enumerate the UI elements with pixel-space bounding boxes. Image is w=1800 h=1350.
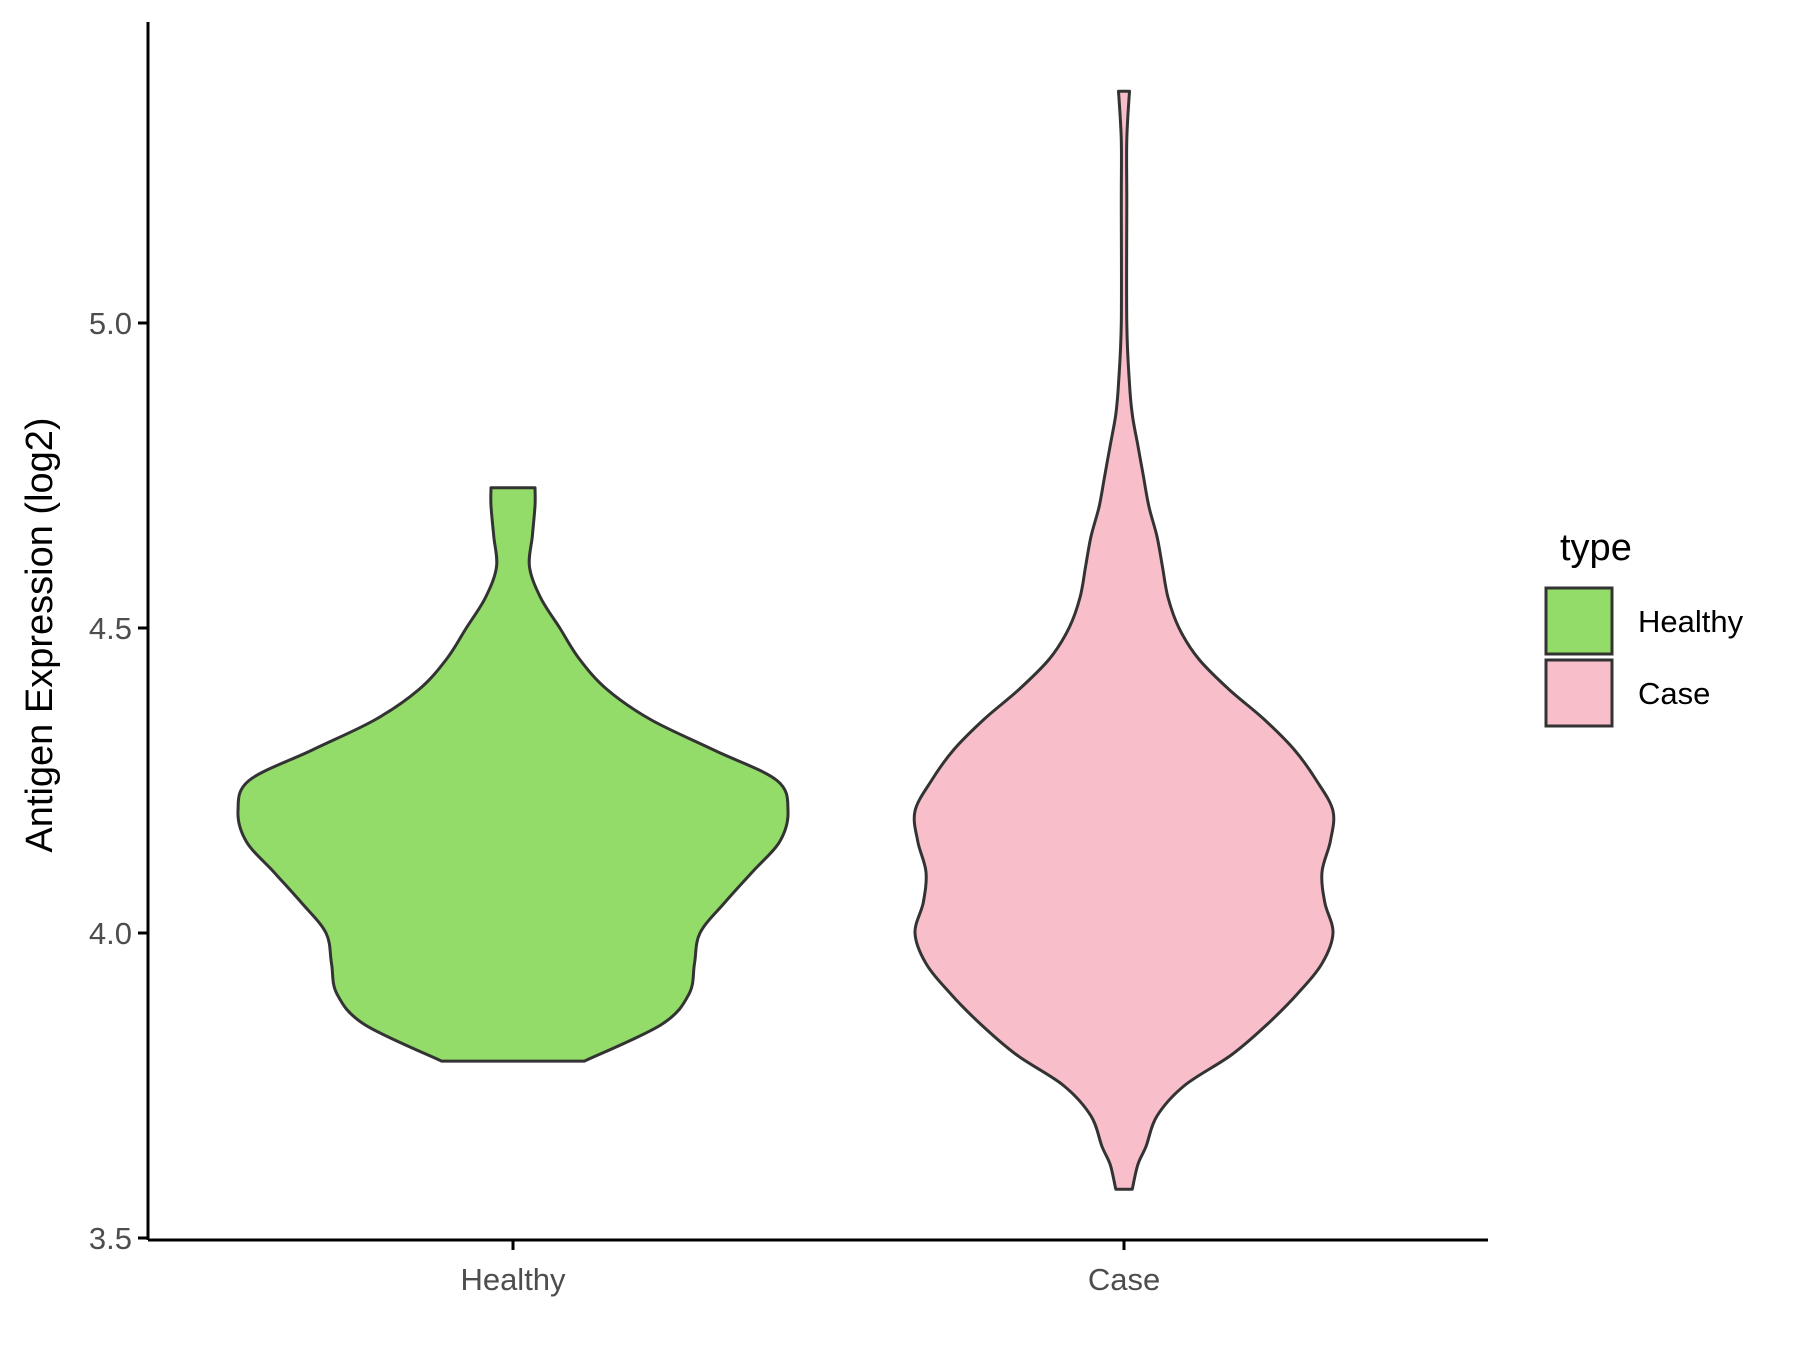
y-tick-label: 3.5 <box>89 1221 132 1256</box>
legend-label-healthy: Healthy <box>1638 604 1744 639</box>
legend-title: type <box>1560 527 1632 569</box>
violins <box>236 89 1336 1191</box>
x-tick-label: Healthy <box>460 1262 566 1297</box>
y-tick-label: 4.5 <box>89 611 132 646</box>
y-axis-title: Antigen Expression (log2) <box>19 417 61 852</box>
x-ticks: Healthy Case <box>460 1240 1160 1297</box>
y-ticks: 3.5 4.0 4.5 5.0 <box>89 306 148 1256</box>
x-tick-label: Case <box>1088 1262 1160 1297</box>
legend-swatch-case <box>1544 658 1614 728</box>
y-tick-label: 5.0 <box>89 306 132 341</box>
legend-swatch-healthy <box>1544 586 1614 656</box>
legend-label-case: Case <box>1638 676 1710 711</box>
violin-case <box>912 89 1336 1191</box>
violin-healthy <box>236 486 790 1063</box>
legend-items: Healthy Case <box>1544 586 1744 728</box>
y-tick-label: 4.0 <box>89 916 132 951</box>
legend: type Healthy Case <box>1544 527 1744 728</box>
